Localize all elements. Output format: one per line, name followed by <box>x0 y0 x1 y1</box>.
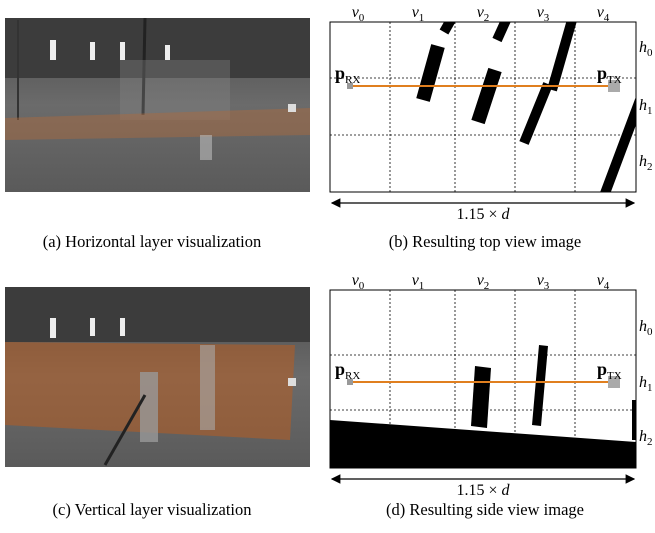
column-label-sub: 1 <box>419 280 425 292</box>
tx-label-sub: TX <box>607 74 622 86</box>
row-label: h0 <box>639 318 653 338</box>
row-label-sub: 2 <box>647 161 653 173</box>
column-label-sub: 0 <box>359 12 365 24</box>
row-label-base: h <box>639 153 647 170</box>
side-view-obstacles <box>330 345 636 468</box>
rx-label: pRX <box>335 63 360 86</box>
row-label-sub: 1 <box>647 105 653 117</box>
row-label-sub: 1 <box>647 382 653 394</box>
row-label: h0 <box>639 39 653 59</box>
width-label: 1.15 × d <box>456 482 510 499</box>
row-label: h2 <box>639 428 653 448</box>
column-label-sub: 3 <box>544 280 550 292</box>
row-label-base: h <box>639 374 647 391</box>
width-label-text: 1.15 × <box>456 206 497 223</box>
row-label-sub: 0 <box>647 326 653 338</box>
figure: (a) Horizontal layer visualization (b) Re… <box>0 0 655 533</box>
tx-label: pTX <box>597 63 622 86</box>
column-label: v0 <box>352 4 365 24</box>
column-label: v3 <box>537 272 550 292</box>
column-label: v1 <box>412 4 425 24</box>
width-label: 1.15 × d <box>456 206 510 223</box>
column-label-sub: 4 <box>604 280 610 292</box>
rx-label: pRX <box>335 359 360 382</box>
width-label-var: d <box>502 482 511 499</box>
column-label-sub: 2 <box>484 12 490 24</box>
top-view-obstacles <box>423 18 640 196</box>
row-label: h1 <box>639 374 653 394</box>
width-label-text: 1.15 × <box>456 482 497 499</box>
row-label-base: h <box>639 318 647 335</box>
row-label-base: h <box>639 428 647 445</box>
column-label: v0 <box>352 272 365 292</box>
row-label-base: h <box>639 39 647 56</box>
column-label: v4 <box>597 272 610 292</box>
column-label: v1 <box>412 272 425 292</box>
tx-label-base: p <box>597 63 607 83</box>
column-label-sub: 1 <box>419 12 425 24</box>
row-label: h1 <box>639 97 653 117</box>
caption: (d) Resulting side view image <box>386 500 584 519</box>
tx-label: pTX <box>597 359 622 382</box>
column-label-sub: 2 <box>484 280 490 292</box>
column-label-sub: 0 <box>359 280 365 292</box>
render-vertical <box>5 287 310 467</box>
column-label: v2 <box>477 272 490 292</box>
rx-label-base: p <box>335 63 345 83</box>
width-label-var: d <box>502 206 511 223</box>
column-label-sub: 4 <box>604 12 610 24</box>
tx-label-sub: TX <box>607 370 622 382</box>
render-horizontal <box>5 18 310 192</box>
caption: (b) Resulting top view image <box>389 232 581 251</box>
row-label: h2 <box>639 153 653 173</box>
rx-label-sub: RX <box>345 370 360 382</box>
row-label-base: h <box>639 97 647 114</box>
column-label: v2 <box>477 4 490 24</box>
column-label: v3 <box>537 4 550 24</box>
column-label: v4 <box>597 4 610 24</box>
column-label-sub: 3 <box>544 12 550 24</box>
row-label-sub: 2 <box>647 436 653 448</box>
rx-label-base: p <box>335 359 345 379</box>
row-label-sub: 0 <box>647 47 653 59</box>
caption: (c) Vertical layer visualization <box>53 500 252 519</box>
tx-label-base: p <box>597 359 607 379</box>
rx-label-sub: RX <box>345 74 360 86</box>
caption: (a) Horizontal layer visualization <box>43 232 262 251</box>
